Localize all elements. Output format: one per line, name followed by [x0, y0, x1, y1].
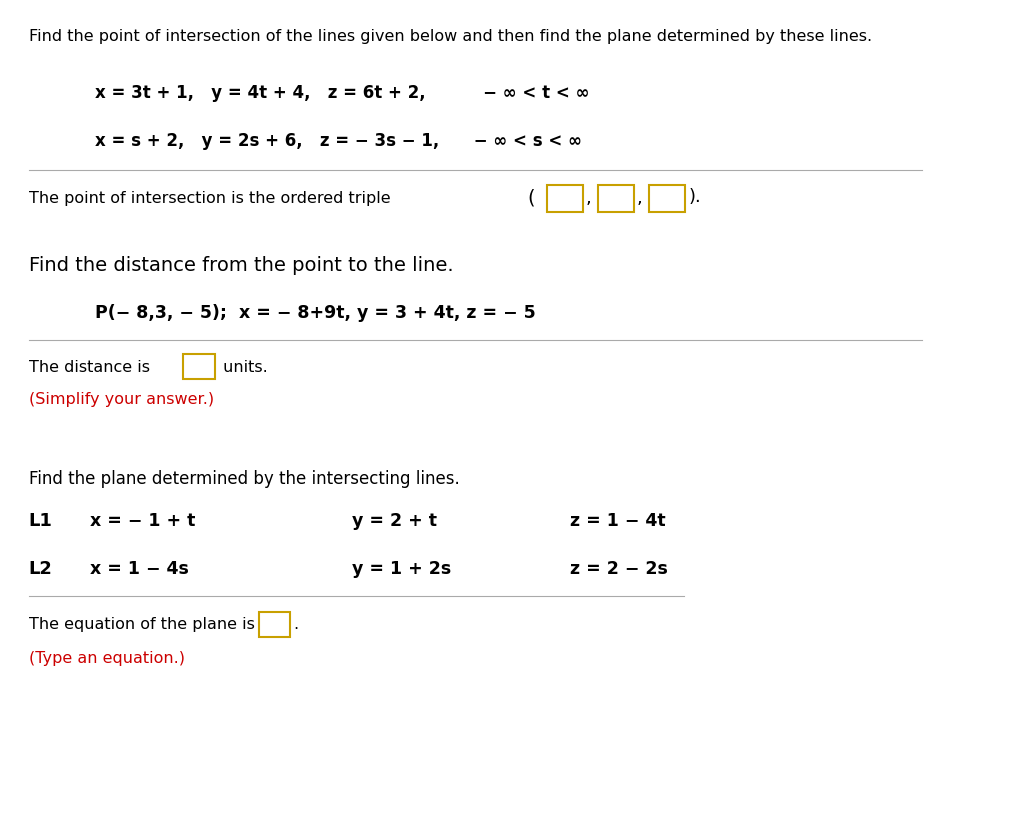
Text: Find the point of intersection of the lines given below and then find the plane : Find the point of intersection of the li… — [29, 29, 871, 45]
Text: y = 2 + t: y = 2 + t — [352, 512, 437, 530]
FancyBboxPatch shape — [259, 612, 290, 637]
Text: P(− 8,3, − 5);  x = − 8+9t, y = 3 + 4t, z = − 5: P(− 8,3, − 5); x = − 8+9t, y = 3 + 4t, z… — [95, 304, 536, 322]
Text: The distance is: The distance is — [29, 360, 155, 375]
Text: ).: ). — [688, 188, 701, 206]
Text: y = 1 + 2s: y = 1 + 2s — [352, 560, 451, 578]
Text: .: . — [293, 617, 298, 633]
Text: Find the plane determined by the intersecting lines.: Find the plane determined by the interse… — [29, 470, 460, 488]
FancyBboxPatch shape — [598, 185, 634, 213]
Text: z = 2 − 2s: z = 2 − 2s — [570, 560, 669, 578]
Text: (Type an equation.): (Type an equation.) — [29, 651, 184, 666]
Text: (Simplify your answer.): (Simplify your answer.) — [29, 392, 214, 407]
Text: x = s + 2,   y = 2s + 6,   z = − 3s − 1,      − ∞ < s < ∞: x = s + 2, y = 2s + 6, z = − 3s − 1, − ∞… — [95, 132, 582, 150]
Text: L2: L2 — [29, 560, 52, 578]
Text: z = 1 − 4t: z = 1 − 4t — [570, 512, 666, 530]
Text: units.: units. — [218, 360, 267, 375]
FancyBboxPatch shape — [547, 185, 583, 213]
Text: x = 3t + 1,   y = 4t + 4,   z = 6t + 2,          − ∞ < t < ∞: x = 3t + 1, y = 4t + 4, z = 6t + 2, − ∞ … — [95, 84, 590, 102]
Text: Find the distance from the point to the line.: Find the distance from the point to the … — [29, 256, 454, 276]
Text: (: ( — [527, 188, 536, 207]
Text: x = 1 − 4s: x = 1 − 4s — [90, 560, 189, 578]
Text: L1: L1 — [29, 512, 52, 530]
Text: ,: , — [637, 189, 643, 207]
FancyBboxPatch shape — [183, 354, 215, 380]
Text: The equation of the plane is: The equation of the plane is — [29, 617, 259, 633]
Text: x = − 1 + t: x = − 1 + t — [90, 512, 196, 530]
FancyBboxPatch shape — [649, 185, 685, 213]
Text: ,: , — [586, 189, 592, 207]
Text: The point of intersection is the ordered triple: The point of intersection is the ordered… — [29, 191, 395, 206]
